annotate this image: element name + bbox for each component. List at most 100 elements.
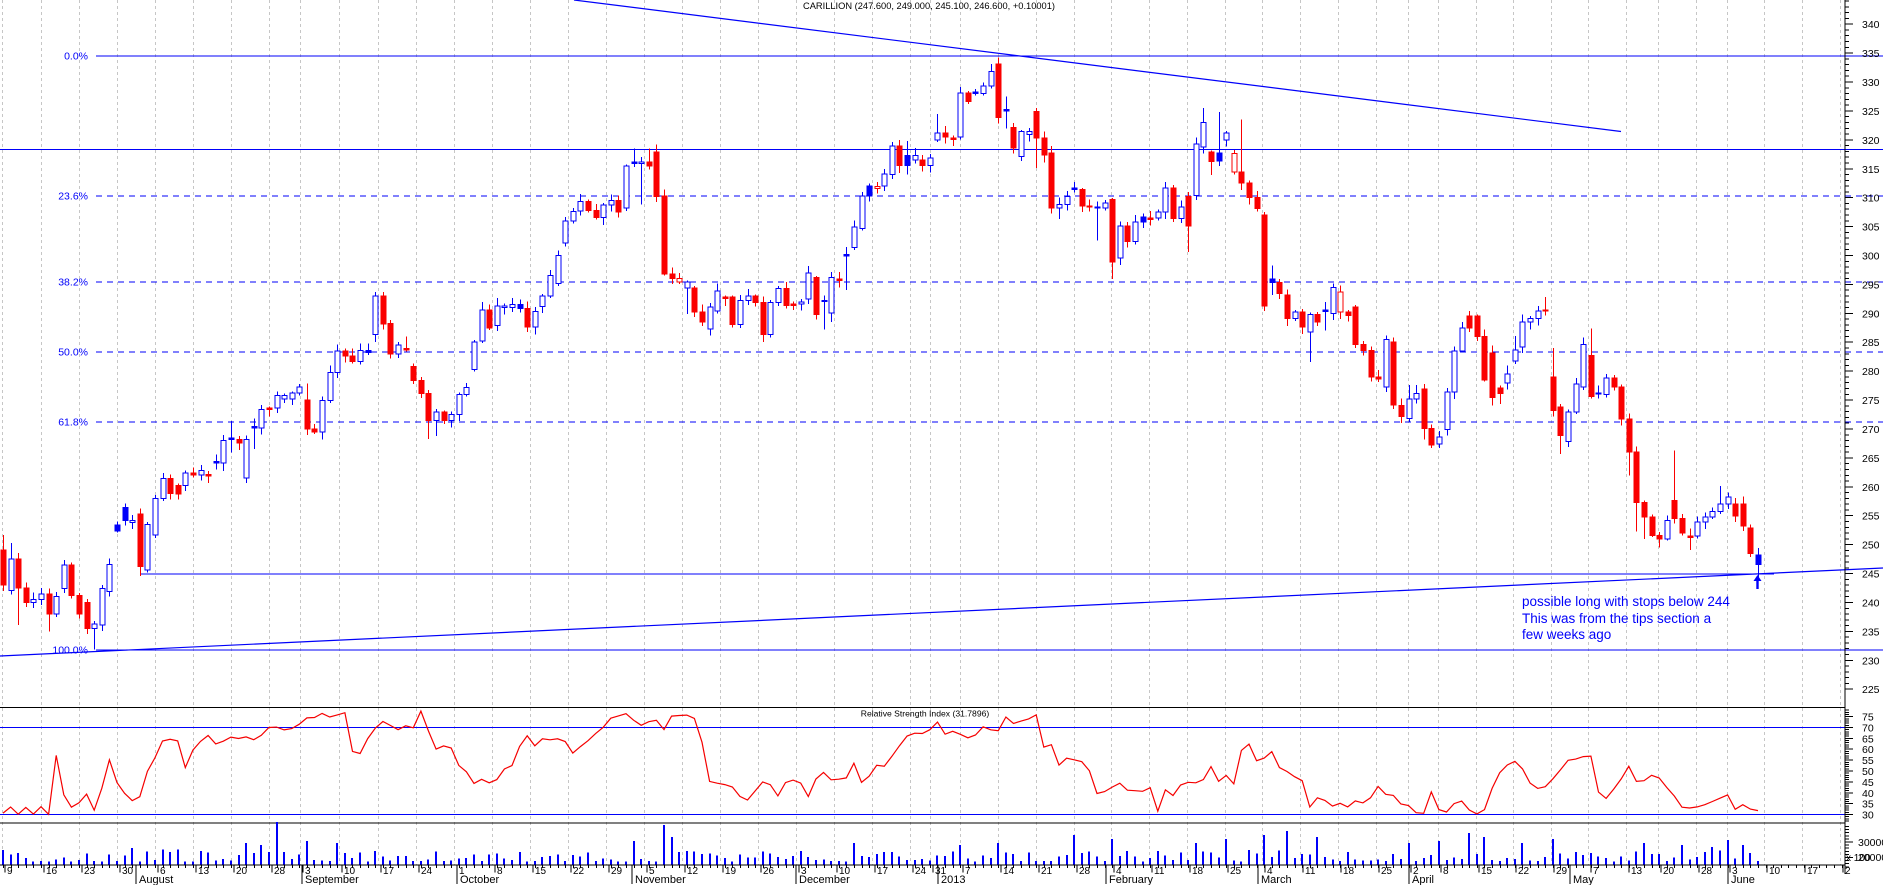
svg-text:12: 12 [687, 866, 699, 877]
svg-text:29: 29 [1556, 866, 1568, 877]
svg-text:8: 8 [497, 866, 503, 877]
svg-text:9: 9 [7, 866, 13, 877]
svg-text:1: 1 [459, 866, 465, 877]
svg-text:CARILLION (247.600, 249.000, 2: CARILLION (247.600, 249.000, 245.100, 24… [803, 1, 1055, 11]
svg-text:270: 270 [1862, 424, 1880, 436]
svg-text:35: 35 [1862, 799, 1874, 811]
svg-text:70: 70 [1862, 723, 1874, 735]
svg-text:75: 75 [1862, 712, 1874, 724]
svg-text:few weeks ago: few weeks ago [1522, 627, 1611, 642]
svg-text:19: 19 [725, 866, 737, 877]
svg-text:May: May [1573, 874, 1594, 885]
svg-text:7: 7 [1593, 866, 1599, 877]
svg-text:24: 24 [421, 866, 433, 877]
svg-text:25: 25 [1381, 866, 1393, 877]
svg-text:28: 28 [274, 866, 286, 877]
svg-text:50: 50 [1862, 766, 1874, 778]
svg-text:325: 325 [1862, 106, 1880, 118]
svg-text:10: 10 [1769, 866, 1781, 877]
svg-text:15: 15 [535, 866, 547, 877]
svg-text:305: 305 [1862, 222, 1880, 234]
svg-text:28: 28 [1079, 866, 1091, 877]
svg-text:30: 30 [1862, 810, 1874, 822]
svg-text:100.0%: 100.0% [52, 644, 88, 656]
svg-text:20000: 20000 [1858, 852, 1883, 864]
svg-text:4: 4 [1267, 866, 1273, 877]
svg-text:20: 20 [236, 866, 248, 877]
svg-text:30: 30 [122, 866, 134, 877]
svg-text:17: 17 [1807, 866, 1819, 877]
svg-text:60: 60 [1862, 744, 1874, 756]
svg-text:29: 29 [611, 866, 623, 877]
svg-text:3: 3 [801, 866, 807, 877]
svg-text:335: 335 [1862, 48, 1880, 60]
svg-text:250: 250 [1862, 540, 1880, 552]
svg-text:0.0%: 0.0% [64, 51, 88, 63]
svg-text:June: June [1731, 874, 1755, 885]
svg-text:28: 28 [1701, 866, 1713, 877]
svg-text:31: 31 [935, 866, 947, 877]
svg-text:8: 8 [1443, 866, 1449, 877]
svg-text:22: 22 [573, 866, 585, 877]
svg-text:2: 2 [1413, 866, 1419, 877]
svg-text:November: November [635, 874, 686, 885]
svg-text:40: 40 [1862, 788, 1874, 800]
svg-text:280: 280 [1862, 366, 1880, 378]
svg-text:18: 18 [1192, 866, 1204, 877]
svg-text:65: 65 [1862, 733, 1874, 745]
svg-text:Relative Strength Index (31.78: Relative Strength Index (31.7896) [861, 709, 990, 719]
svg-text:26: 26 [763, 866, 775, 877]
svg-text:320: 320 [1862, 135, 1880, 147]
svg-text:13: 13 [1631, 866, 1643, 877]
svg-text:275: 275 [1862, 395, 1880, 407]
svg-text:17: 17 [877, 866, 889, 877]
svg-text:45: 45 [1862, 777, 1874, 789]
svg-text:5: 5 [649, 866, 655, 877]
svg-text:3: 3 [1732, 866, 1738, 877]
svg-text:230: 230 [1862, 655, 1880, 667]
svg-text:255: 255 [1862, 511, 1880, 523]
svg-text:285: 285 [1862, 337, 1880, 349]
svg-text:March: March [1261, 874, 1292, 885]
svg-text:4: 4 [1116, 866, 1122, 877]
svg-text:25: 25 [1230, 866, 1242, 877]
svg-text:6: 6 [160, 866, 166, 877]
svg-text:April: April [1412, 874, 1434, 885]
svg-text:20: 20 [1663, 866, 1675, 877]
svg-text:7: 7 [965, 866, 971, 877]
svg-text:2: 2 [1845, 866, 1851, 877]
svg-text:possible long with stops below: possible long with stops below 244 [1522, 594, 1730, 609]
svg-text:2013: 2013 [941, 874, 965, 885]
svg-text:17: 17 [383, 866, 395, 877]
svg-text:265: 265 [1862, 453, 1880, 465]
svg-text:30000: 30000 [1858, 837, 1883, 849]
svg-text:260: 260 [1862, 482, 1880, 494]
svg-text:3: 3 [305, 866, 311, 877]
svg-text:This was from the tips section: This was from the tips section a [1522, 611, 1712, 626]
svg-text:October: October [460, 874, 499, 885]
svg-text:21: 21 [1041, 866, 1053, 877]
svg-text:295: 295 [1862, 279, 1880, 291]
svg-text:55: 55 [1862, 755, 1874, 767]
svg-text:10: 10 [344, 866, 356, 877]
svg-text:225: 225 [1862, 684, 1880, 696]
svg-text:18: 18 [1343, 866, 1355, 877]
svg-text:September: September [305, 874, 359, 885]
svg-text:August: August [139, 874, 173, 885]
svg-text:December: December [799, 874, 850, 885]
svg-text:24: 24 [915, 866, 927, 877]
svg-text:23.6%: 23.6% [58, 191, 88, 203]
svg-text:x 100: x 100 [1846, 853, 1871, 864]
svg-text:310: 310 [1862, 193, 1880, 205]
svg-text:290: 290 [1862, 308, 1880, 320]
svg-text:245: 245 [1862, 569, 1880, 581]
svg-text:300: 300 [1862, 251, 1880, 263]
svg-text:50.0%: 50.0% [58, 347, 88, 359]
svg-text:13: 13 [198, 866, 210, 877]
svg-text:340: 340 [1862, 19, 1880, 31]
svg-text:15: 15 [1481, 866, 1493, 877]
svg-text:38.2%: 38.2% [58, 277, 88, 289]
svg-text:14: 14 [1003, 866, 1015, 877]
svg-text:240: 240 [1862, 598, 1880, 610]
svg-text:11: 11 [1154, 866, 1165, 877]
